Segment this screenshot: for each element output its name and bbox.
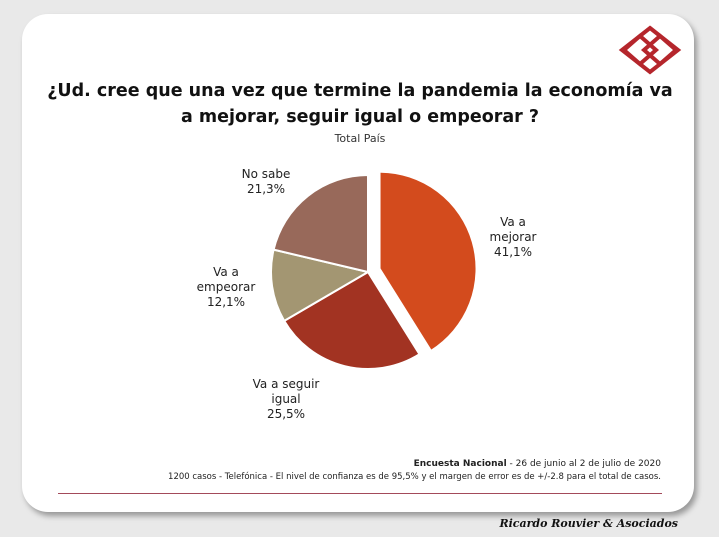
label-nosabe: No sabe 21,3% <box>226 167 306 197</box>
label-igual-name-1: Va a seguir <box>252 377 320 391</box>
label-igual-name-2: igual <box>271 392 301 406</box>
label-empeorar-pct: 12,1% <box>206 295 246 309</box>
pie-slice-3 <box>272 173 369 274</box>
chart-subtitle: Total País <box>334 132 386 145</box>
pie-slice-2 <box>270 248 371 323</box>
pie-slice-0 <box>378 170 478 353</box>
brand-name: Ricardo Rouvier & Asociados <box>499 517 678 530</box>
pie-slice-1 <box>282 270 421 370</box>
label-igual: Va a seguir igual 25,5% <box>236 377 336 422</box>
chart-title: ¿Ud. cree que una vez que termine la pan… <box>47 81 673 127</box>
survey-info: Encuesta Nacional - 26 de junio al 2 de … <box>40 459 661 469</box>
label-mejorar-name-2: mejorar <box>489 230 537 244</box>
label-mejorar: Va a mejorar 41,1% <box>473 215 553 260</box>
footer-divider <box>58 493 662 494</box>
label-nosabe-pct: 21,3% <box>246 182 286 196</box>
label-mejorar-pct: 41,1% <box>493 245 533 259</box>
label-nosabe-name: No sabe <box>241 167 291 181</box>
label-mejorar-name-1: Va a <box>500 215 526 229</box>
label-empeorar-name-1: Va a <box>213 265 239 279</box>
label-empeorar-name-2: empeorar <box>196 280 256 294</box>
diamond-logo-icon <box>618 25 682 75</box>
methodology-note: 1200 casos - Telefónica - El nivel de co… <box>168 472 661 482</box>
survey-dates: - 26 de junio al 2 de julio de 2020 <box>506 459 661 469</box>
label-empeorar: Va a empeorar 12,1% <box>186 265 266 310</box>
survey-name: Encuesta Nacional <box>413 459 507 469</box>
label-igual-pct: 25,5% <box>266 407 306 421</box>
